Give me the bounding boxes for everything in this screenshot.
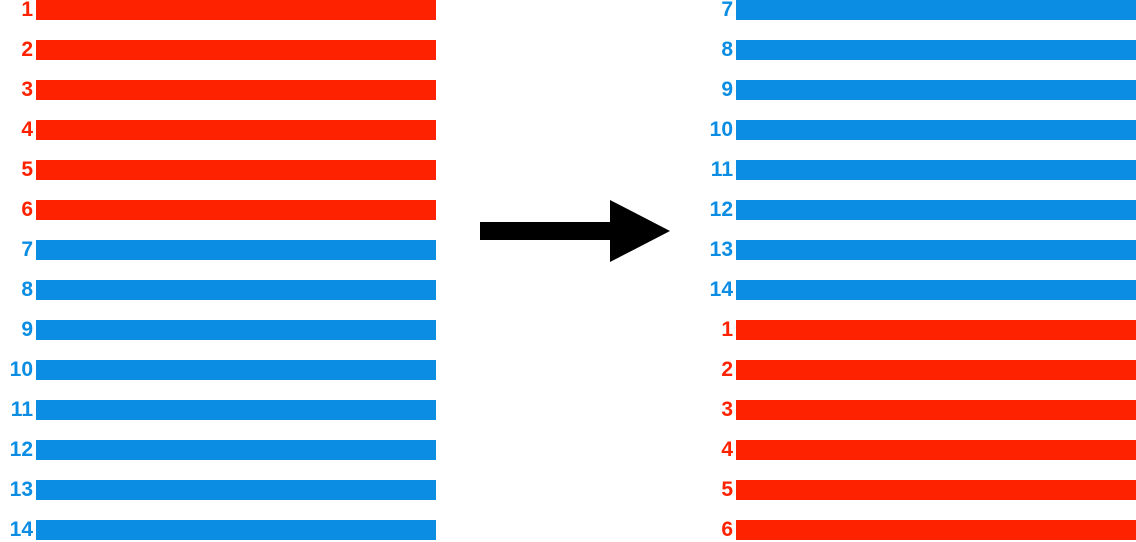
after-row-bar — [736, 400, 1136, 420]
before-row: 10 — [10, 358, 436, 381]
after-row-bar — [736, 480, 1136, 500]
before-row: 2 — [21, 38, 436, 61]
after-row: 13 — [710, 238, 1136, 261]
before-row-number: 1 — [21, 0, 33, 21]
before-row-bar — [36, 40, 436, 60]
before-row-bar — [36, 320, 436, 340]
before-row-number: 5 — [21, 158, 33, 181]
after-row: 4 — [721, 438, 1136, 461]
before-row-number: 7 — [21, 238, 33, 261]
before-row: 8 — [21, 278, 436, 301]
after-row-bar — [736, 80, 1136, 100]
before-row: 1 — [21, 0, 436, 21]
before-row: 9 — [21, 318, 436, 341]
before-row-number: 4 — [21, 118, 33, 141]
before-row-bar — [36, 0, 436, 20]
after-row-number: 3 — [721, 398, 733, 421]
before-row-bar — [36, 120, 436, 140]
after-row-number: 7 — [721, 0, 733, 21]
before-row-bar — [36, 400, 436, 420]
after-row-bar — [736, 320, 1136, 340]
before-row-bar — [36, 480, 436, 500]
after-row-number: 9 — [721, 78, 733, 101]
before-row-bar — [36, 280, 436, 300]
before-row-number: 12 — [9, 438, 33, 461]
after-row-number: 4 — [721, 438, 733, 461]
after-row: 8 — [721, 38, 1136, 61]
after-row-bar — [736, 360, 1136, 380]
after-row-number: 6 — [721, 518, 733, 541]
after-row: 7 — [721, 0, 1136, 21]
before-row: 6 — [21, 198, 436, 221]
after-row-bar — [736, 440, 1136, 460]
before-row: 7 — [21, 238, 436, 261]
before-row-bar — [36, 360, 436, 380]
after-row-number: 2 — [721, 358, 733, 381]
before-row-number: 3 — [21, 78, 33, 101]
after-row: 6 — [721, 518, 1136, 541]
after-row-number: 14 — [709, 278, 733, 301]
before-row-number: 9 — [21, 318, 33, 341]
after-row-bar — [736, 200, 1136, 220]
before-row-bar — [36, 240, 436, 260]
after-row: 14 — [710, 278, 1136, 301]
after-row-bar — [736, 160, 1136, 180]
after-row: 2 — [721, 358, 1136, 381]
after-row: 10 — [710, 118, 1136, 141]
after-row-bar — [736, 240, 1136, 260]
after-row-bar — [736, 0, 1136, 20]
before-row: 5 — [21, 158, 436, 181]
after-row: 3 — [721, 398, 1136, 421]
after-row-bar — [736, 520, 1136, 540]
after-row: 5 — [721, 478, 1136, 501]
after-row-number: 10 — [709, 118, 733, 141]
before-row-number: 11 — [10, 398, 33, 421]
after-row-number: 11 — [710, 158, 733, 181]
before-row-number: 6 — [21, 198, 33, 221]
after-row: 12 — [710, 198, 1136, 221]
after-row-number: 8 — [721, 38, 733, 61]
after-row-bar — [736, 280, 1136, 300]
after-row-number: 1 — [721, 318, 733, 341]
after-row: 11 — [711, 158, 1136, 181]
before-row-bar — [36, 200, 436, 220]
after-row: 9 — [721, 78, 1136, 101]
before-row-bar — [36, 160, 436, 180]
before-row-bar — [36, 520, 436, 540]
before-row: 12 — [10, 438, 436, 461]
arrow-shape — [480, 200, 670, 262]
before-row: 3 — [21, 78, 436, 101]
before-row-number: 14 — [9, 518, 33, 541]
after-row-bar — [736, 40, 1136, 60]
after-row-bar — [736, 120, 1136, 140]
before-row-number: 10 — [9, 358, 33, 381]
before-row: 13 — [10, 478, 436, 501]
after-row: 1 — [721, 318, 1136, 341]
before-row-number: 13 — [9, 478, 33, 501]
after-row-number: 5 — [721, 478, 733, 501]
before-row-bar — [36, 440, 436, 460]
after-row-number: 13 — [709, 238, 733, 261]
before-row: 14 — [10, 518, 436, 541]
before-row-number: 2 — [21, 38, 33, 61]
after-row-number: 12 — [709, 198, 733, 221]
before-row: 11 — [11, 398, 436, 421]
before-row: 4 — [21, 118, 436, 141]
before-row-bar — [36, 80, 436, 100]
right-arrow-icon — [480, 200, 670, 262]
before-row-number: 8 — [21, 278, 33, 301]
